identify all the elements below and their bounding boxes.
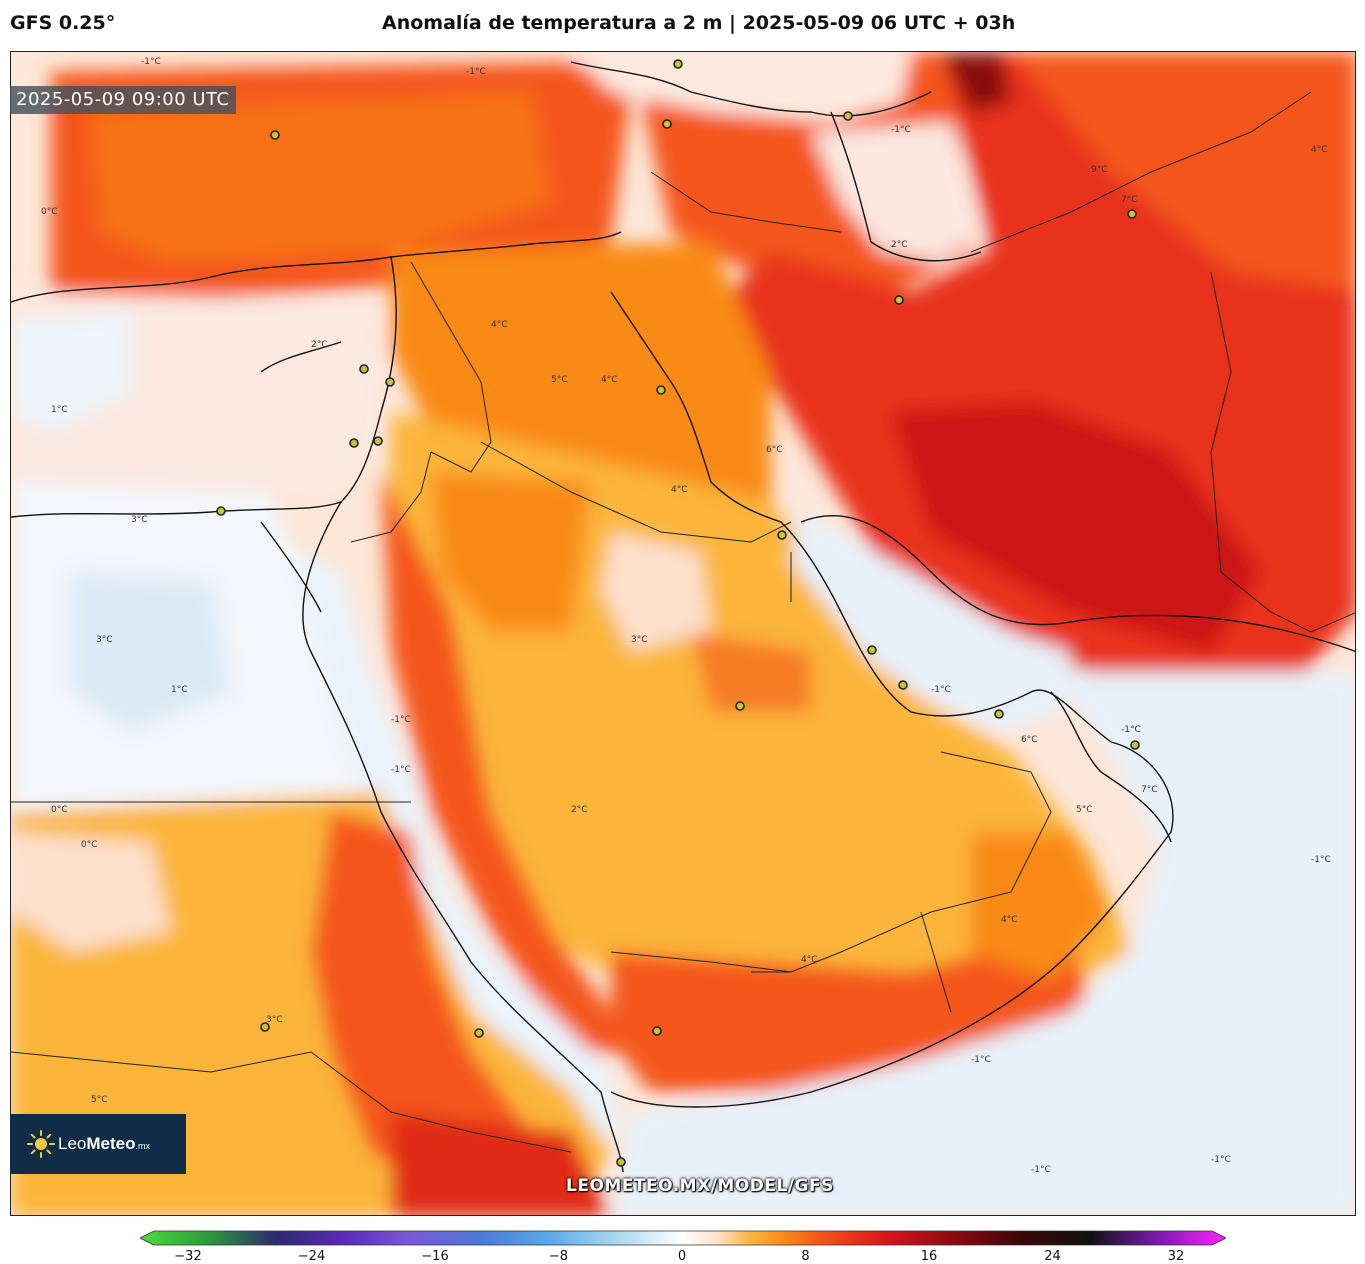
contour-label: 4°C xyxy=(671,485,688,495)
anomaly-field xyxy=(11,52,1355,1215)
city-marker xyxy=(216,506,226,516)
contour-label: 3°C xyxy=(266,1015,283,1025)
city-markers xyxy=(216,59,1140,1167)
contour-label: 1°C xyxy=(51,405,68,415)
logo-text: LeoMeteo.mx xyxy=(58,1134,150,1154)
contour-label: 4°C xyxy=(801,955,818,965)
colorbar-tick: 0 xyxy=(677,1249,687,1264)
colorbar-tick: 32 xyxy=(1167,1249,1185,1264)
valid-time-badge: 2025-05-09 09:00 UTC xyxy=(10,86,236,114)
contour-label: 2°C xyxy=(571,805,588,815)
city-marker xyxy=(662,119,672,129)
map-title: Anomalía de temperatura a 2 m | 2025-05-… xyxy=(382,12,1016,34)
colorbar-tick: −24 xyxy=(297,1249,326,1264)
coastlines xyxy=(11,61,1355,1173)
city-marker xyxy=(735,701,745,711)
contour-label: -1°C xyxy=(466,67,486,77)
political-borders xyxy=(11,91,1355,1153)
city-marker xyxy=(867,645,877,655)
city-marker xyxy=(359,364,369,374)
contour-label: -1°C xyxy=(391,765,411,775)
contour-label-group: -1°C -1°C 0°C 1°C 2°C 4°C 5°C 4°C 4°C 6°… xyxy=(41,57,1331,1175)
contour-label: -1°C xyxy=(1121,725,1141,735)
city-marker xyxy=(1130,740,1140,750)
city-marker xyxy=(385,377,395,387)
sun-icon xyxy=(27,1130,55,1158)
contour-label: -1°C xyxy=(1211,1155,1231,1165)
contour-label: 5°C xyxy=(1076,805,1093,815)
logo-text-light: Leo xyxy=(58,1134,87,1153)
contour-label: 4°C xyxy=(1001,915,1018,925)
model-label: GFS 0.25° xyxy=(10,12,116,34)
colorbar-tick: 8 xyxy=(801,1249,810,1264)
leometeo-logo: LeoMeteo.mx xyxy=(10,1114,186,1174)
colorbar-tick: 24 xyxy=(1044,1249,1061,1264)
city-marker xyxy=(673,59,683,69)
contour-label: 1°C xyxy=(171,685,188,695)
watermark-url: LEOMETEO.MX/MODEL/GFS xyxy=(566,1176,834,1196)
anomaly-map: -1°C -1°C 0°C 1°C 2°C 4°C 5°C 4°C 4°C 6°… xyxy=(10,51,1356,1216)
contour-label: 5°C xyxy=(551,375,568,385)
colorbar-tick: 16 xyxy=(920,1249,938,1264)
contour-label: 4°C xyxy=(491,320,508,330)
city-marker xyxy=(898,680,908,690)
colorbar-tick: −8 xyxy=(548,1249,569,1264)
city-marker xyxy=(616,1157,626,1167)
contour-label: 0°C xyxy=(51,805,68,815)
contour-label: 2°C xyxy=(891,240,908,250)
contour-label: -1°C xyxy=(971,1055,991,1065)
city-marker xyxy=(349,438,359,448)
contour-label: 4°C xyxy=(601,375,618,385)
contour-label: 4°C xyxy=(1311,145,1328,155)
colorbar-bar xyxy=(140,1230,1226,1246)
city-marker xyxy=(1127,209,1137,219)
colorbar xyxy=(140,1230,1226,1246)
logo-tld: .mx xyxy=(135,1141,151,1151)
contour-label: 0°C xyxy=(41,207,58,217)
contour-label: -1°C xyxy=(1031,1165,1051,1175)
contour-label: 7°C xyxy=(1121,195,1138,205)
contour-label: -1°C xyxy=(891,125,911,135)
contour-label: 2°C xyxy=(311,340,328,350)
contour-label: -1°C xyxy=(1311,855,1331,865)
map-canvas: -1°C -1°C 0°C 1°C 2°C 4°C 5°C 4°C 4°C 6°… xyxy=(11,52,1355,1215)
city-marker xyxy=(656,385,666,395)
contour-label: 9°C xyxy=(1091,165,1108,175)
contour-label: 6°C xyxy=(766,445,783,455)
contour-label: 3°C xyxy=(631,635,648,645)
contour-label: 5°C xyxy=(91,1095,108,1105)
contour-label: -1°C xyxy=(141,57,161,67)
city-marker xyxy=(373,436,383,446)
city-marker xyxy=(474,1028,484,1038)
city-marker xyxy=(652,1026,662,1036)
city-marker xyxy=(777,530,787,540)
logo-text-bold: Meteo xyxy=(86,1134,136,1153)
contour-label: -1°C xyxy=(931,685,951,695)
city-marker xyxy=(260,1022,270,1032)
city-marker xyxy=(843,111,853,121)
contour-label: 0°C xyxy=(81,840,98,850)
contour-label: 6°C xyxy=(1021,735,1038,745)
city-marker xyxy=(894,295,904,305)
contour-label: 7°C xyxy=(1141,785,1158,795)
contour-label: 3°C xyxy=(131,515,148,525)
colorbar-tick: −32 xyxy=(174,1249,202,1264)
city-marker xyxy=(270,130,280,140)
contour-label: -1°C xyxy=(391,715,411,725)
colorbar-tick: −16 xyxy=(421,1249,449,1264)
city-marker xyxy=(994,709,1004,719)
contour-label: 3°C xyxy=(96,635,113,645)
